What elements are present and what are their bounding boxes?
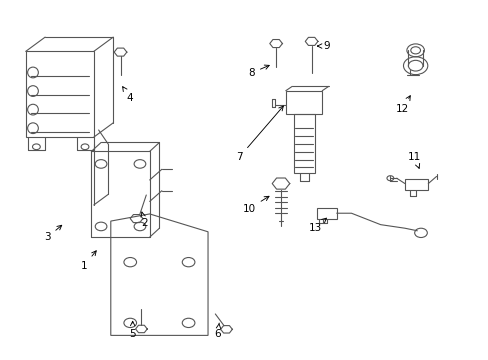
Text: 4: 4 [122,87,133,103]
Bar [404,179,427,190]
Text: 1: 1 [81,251,96,271]
Bar [317,208,336,219]
Text: 8: 8 [248,65,269,78]
Text: 2: 2 [141,212,148,228]
Text: 3: 3 [44,225,61,242]
Text: 11: 11 [407,152,421,168]
Text: 6: 6 [214,323,221,339]
Bar [293,114,314,173]
Text: 13: 13 [308,218,326,233]
Text: 10: 10 [243,196,268,213]
Bar [285,91,322,114]
Text: 9: 9 [317,41,330,51]
Text: 7: 7 [236,106,283,162]
Text: 12: 12 [395,96,409,113]
Text: 5: 5 [129,321,136,339]
